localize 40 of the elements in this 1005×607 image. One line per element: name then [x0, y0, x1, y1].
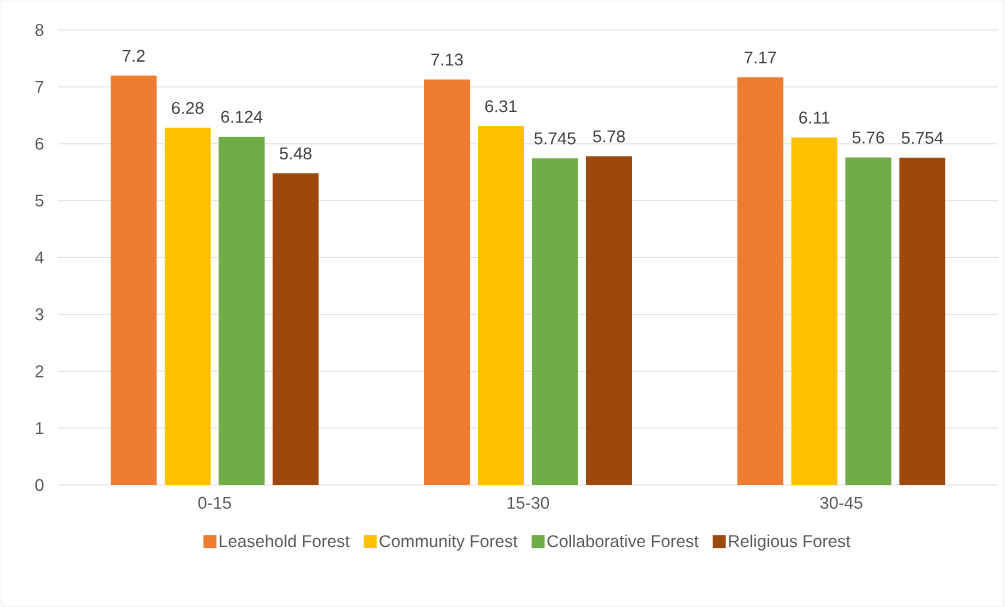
y-tick-label: 8	[35, 23, 44, 37]
legend-label: Leasehold Forest	[219, 534, 350, 548]
bar	[424, 79, 470, 485]
data-label: 5.754	[901, 132, 944, 144]
x-tick-label: 0-15	[198, 496, 231, 509]
y-tick-label: 2	[35, 365, 44, 378]
legend-label: Religious Forest	[729, 534, 851, 551]
x-tick-label: 15-30	[507, 496, 550, 509]
data-label: 7.13	[431, 53, 463, 66]
bar	[845, 157, 892, 485]
bar	[164, 127, 211, 485]
data-label: 5.48	[279, 147, 312, 160]
legend-label: Community Forest	[379, 534, 518, 551]
data-label: 5.76	[852, 131, 885, 144]
bar	[478, 126, 524, 485]
bar	[218, 136, 265, 485]
data-label: 6.11	[799, 111, 830, 124]
y-tick-label: 7	[35, 81, 44, 93]
data-label: 7.2	[122, 49, 145, 62]
y-tick-label: 4	[35, 251, 44, 264]
data-label: 7.17	[744, 51, 777, 64]
data-label: 5.745	[534, 132, 576, 145]
data-label: 6.28	[171, 101, 204, 114]
bar	[899, 157, 946, 485]
y-tick-label: 6	[35, 137, 44, 150]
bar	[532, 158, 578, 485]
bar	[737, 77, 784, 485]
bar	[586, 156, 632, 485]
y-tick-label: 1	[35, 422, 44, 434]
bar	[791, 137, 838, 485]
x-tick-label: 30-45	[820, 496, 863, 509]
y-tick-label: 5	[35, 194, 44, 207]
data-label: 6.31	[485, 100, 517, 113]
bar	[110, 75, 157, 485]
data-label: 6.124	[221, 110, 263, 123]
data-label: 5.78	[593, 130, 625, 143]
y-tick-label: 0	[35, 478, 44, 492]
legend-label: Collaborative Forest	[547, 534, 699, 548]
y-tick-label: 3	[35, 308, 44, 321]
bar	[272, 173, 319, 485]
